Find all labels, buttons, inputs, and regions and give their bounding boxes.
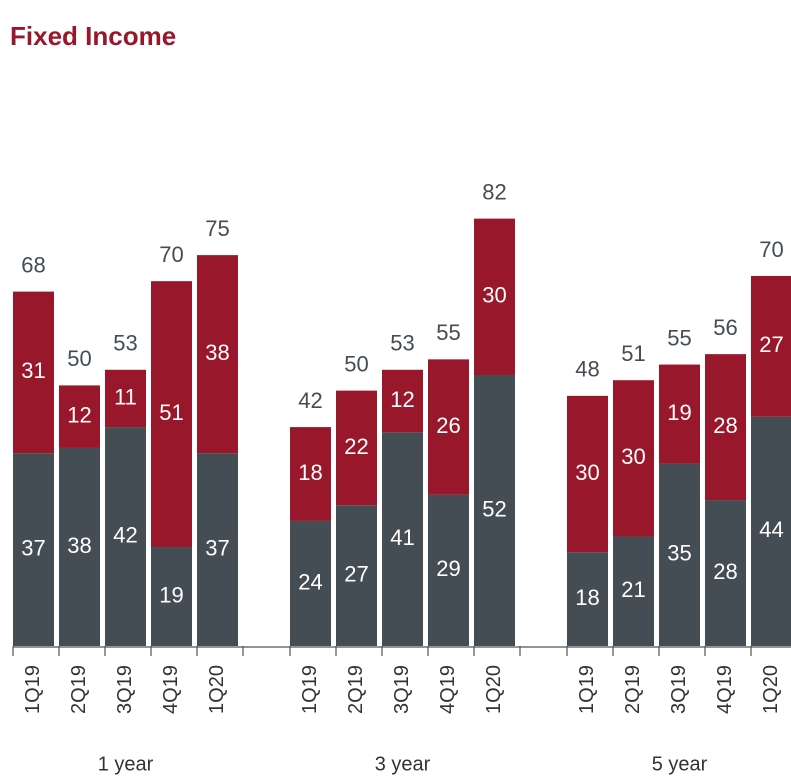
bar-segment — [474, 374, 515, 646]
total-label: 51 — [621, 341, 645, 366]
segment-label: 18 — [298, 460, 322, 485]
group-label: 3 year — [375, 753, 431, 775]
bar-segment — [59, 447, 100, 646]
segment-label: 12 — [390, 387, 414, 412]
bar-segment — [151, 281, 192, 547]
x-tick-label: 1Q19 — [576, 665, 598, 714]
segment-label: 44 — [759, 517, 783, 542]
segment-label: 26 — [436, 413, 460, 438]
segment-label: 41 — [390, 525, 414, 550]
bar-segment — [336, 505, 377, 646]
bar-segment — [705, 500, 746, 646]
bar-segment — [197, 255, 238, 454]
total-label: 48 — [575, 357, 599, 382]
segment-label: 21 — [621, 577, 645, 602]
bar-segment — [613, 380, 654, 537]
total-label: 75 — [205, 216, 229, 241]
x-tick-label: 1Q20 — [483, 665, 505, 714]
x-tick-label: 2Q19 — [345, 665, 367, 714]
x-tick-label: 2Q19 — [622, 665, 644, 714]
segment-label: 38 — [67, 533, 91, 558]
segment-label: 22 — [344, 434, 368, 459]
bar-segment — [659, 463, 700, 646]
x-tick-label: 3Q19 — [114, 665, 136, 714]
segment-label: 28 — [713, 413, 737, 438]
x-tick-label: 3Q19 — [391, 665, 413, 714]
bar-segment — [428, 494, 469, 646]
segment-label: 30 — [575, 460, 599, 485]
segment-label: 37 — [21, 535, 45, 560]
bar-segment — [382, 369, 423, 433]
segment-label: 51 — [159, 400, 183, 425]
segment-label: 30 — [482, 283, 506, 308]
bar-segment — [197, 453, 238, 646]
x-tick-label: 4Q19 — [437, 665, 459, 714]
group-label: 1 year — [98, 753, 154, 775]
segment-label: 37 — [205, 535, 229, 560]
group-label: 5 year — [652, 753, 708, 775]
x-tick-label: 2Q19 — [68, 665, 90, 714]
bar-segment — [567, 395, 608, 553]
segment-label: 29 — [436, 556, 460, 581]
segment-label: 27 — [759, 332, 783, 357]
bar-segment — [151, 546, 192, 646]
total-label: 56 — [713, 315, 737, 340]
segment-label: 35 — [667, 541, 691, 566]
x-tick-label: 3Q19 — [668, 665, 690, 714]
segment-label: 28 — [713, 559, 737, 584]
total-label: 53 — [390, 331, 414, 356]
bar-segment — [290, 427, 331, 521]
x-tick-label: 1Q20 — [760, 665, 782, 714]
segment-label: 42 — [113, 522, 137, 547]
segment-label: 31 — [21, 358, 45, 383]
segment-label: 18 — [575, 585, 599, 610]
x-tick-label: 1Q19 — [22, 665, 44, 714]
total-label: 42 — [298, 388, 322, 413]
segment-label: 30 — [621, 444, 645, 469]
bar-segment — [659, 364, 700, 464]
bar-segment — [428, 359, 469, 495]
total-label: 50 — [344, 351, 368, 376]
bar-segment — [474, 218, 515, 375]
total-label: 70 — [159, 242, 183, 267]
bar-segment — [382, 432, 423, 646]
segment-label: 27 — [344, 561, 368, 586]
segment-label: 19 — [159, 582, 183, 607]
bar-segment — [567, 552, 608, 646]
x-tick-label: 1Q19 — [299, 665, 321, 714]
bar-segment — [13, 453, 54, 646]
total-label: 82 — [482, 179, 506, 204]
segment-label: 24 — [298, 569, 322, 594]
bar-segment — [613, 536, 654, 646]
total-label: 55 — [667, 325, 691, 350]
x-tick-label: 4Q19 — [160, 665, 182, 714]
bar-segment — [751, 416, 791, 646]
total-label: 53 — [113, 331, 137, 356]
bar-segment — [13, 291, 54, 454]
bar-segment — [705, 354, 746, 501]
segment-label: 12 — [67, 402, 91, 427]
total-label: 70 — [759, 237, 783, 262]
x-tick-label: 4Q19 — [714, 665, 736, 714]
segment-label: 52 — [482, 496, 506, 521]
x-tick-label: 1Q20 — [206, 665, 228, 714]
segment-label: 19 — [667, 400, 691, 425]
bar-segment — [59, 385, 100, 448]
total-label: 68 — [21, 252, 45, 277]
bar-segment — [290, 520, 331, 646]
bar-segment — [751, 275, 791, 417]
total-label: 50 — [67, 346, 91, 371]
bar-segment — [105, 369, 146, 428]
bar-segment — [105, 427, 146, 646]
segment-label: 38 — [205, 340, 229, 365]
total-label: 55 — [436, 320, 460, 345]
segment-label: 11 — [114, 384, 137, 409]
bar-segment — [336, 390, 377, 506]
chart-title: Fixed Income — [10, 21, 176, 51]
